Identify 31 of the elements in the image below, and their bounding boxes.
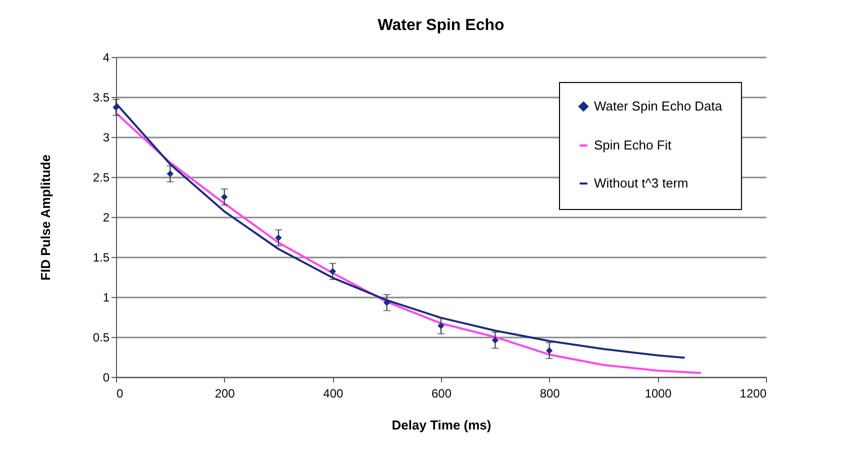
x-tick-label: 200 bbox=[214, 386, 236, 400]
point bbox=[166, 170, 174, 178]
legend-label: Without t^3 term bbox=[594, 176, 688, 190]
point bbox=[275, 234, 282, 242]
chart-title: Water Spin Echo bbox=[378, 17, 504, 34]
y-tick-label: 4 bbox=[102, 50, 110, 64]
y-tick-label: 3.5 bbox=[92, 90, 110, 104]
x-axis-title: Delay Time (ms) bbox=[392, 418, 492, 432]
legend-label: Spin Echo Fit bbox=[594, 138, 672, 152]
y-tick-label: 2 bbox=[102, 210, 110, 224]
point bbox=[383, 299, 390, 306]
point bbox=[492, 336, 499, 344]
y-tick-label: 2.5 bbox=[92, 170, 110, 184]
x-tick-label: 600 bbox=[431, 386, 452, 400]
x-tick-label: 0 bbox=[116, 386, 124, 400]
point bbox=[329, 268, 336, 275]
point bbox=[546, 347, 553, 354]
x-tick-label: 800 bbox=[540, 386, 560, 400]
x-tick-label: 1200 bbox=[740, 386, 767, 400]
point bbox=[220, 194, 228, 200]
x-tick-label: 400 bbox=[323, 386, 344, 400]
legend-label: Water Spin Echo Data bbox=[594, 98, 723, 114]
point bbox=[438, 322, 444, 330]
y-tick-label: 1 bbox=[102, 290, 110, 304]
y-tick-label: 3 bbox=[102, 130, 110, 144]
point bbox=[112, 104, 120, 111]
x-tick-label: 1000 bbox=[644, 386, 672, 400]
y-tick-label: 0.5 bbox=[92, 330, 110, 344]
y-tick-label: 0 bbox=[102, 370, 110, 384]
y-axis-title: FID Pulse Amplitude bbox=[38, 154, 53, 280]
y-tick-label: 1.5 bbox=[92, 250, 110, 264]
